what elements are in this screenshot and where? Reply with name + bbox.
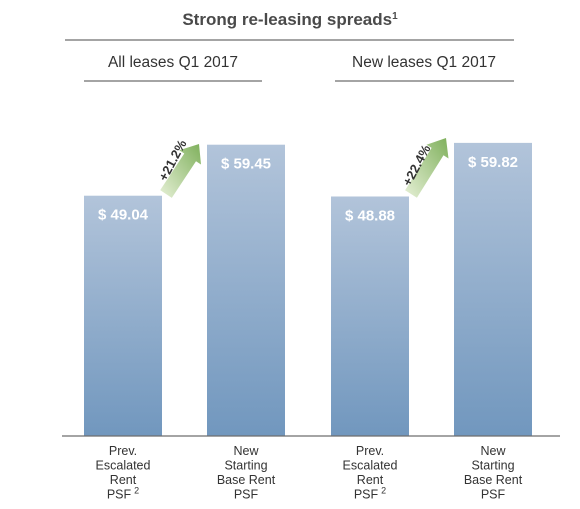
bar [84, 195, 162, 436]
growth-arrow [160, 144, 201, 198]
bar [331, 196, 409, 436]
chart-panel: New leases Q1 2017 $ 48.88 Prev. Escalated R… [331, 54, 532, 502]
category-label: New Starting Base Rent PSF [217, 444, 276, 502]
chart-panels: All leases Q1 2017 $ 49.04 Prev. Escalated R… [84, 54, 532, 502]
panel-title: New leases Q1 2017 [352, 54, 496, 71]
bar-value-label: $ 59.45 [221, 156, 271, 173]
growth-arrow [405, 138, 449, 198]
panel-title: All leases Q1 2017 [108, 54, 238, 71]
bar-value-label: $ 48.88 [345, 207, 395, 224]
bar-value-label: $ 49.04 [98, 207, 149, 224]
category-label: New Starting Base Rent PSF [464, 444, 523, 502]
category-label: Prev. Escalated Rent PSF 2 [343, 444, 398, 502]
chart-title: Strong re-leasing spreads1 [182, 10, 398, 29]
bar [454, 142, 532, 436]
bar-value-label: $ 59.82 [468, 154, 518, 171]
chart-panel: All leases Q1 2017 $ 49.04 Prev. Escalated R… [84, 54, 285, 502]
category-label: Prev. Escalated Rent PSF 2 [96, 444, 151, 502]
bar [207, 144, 285, 436]
